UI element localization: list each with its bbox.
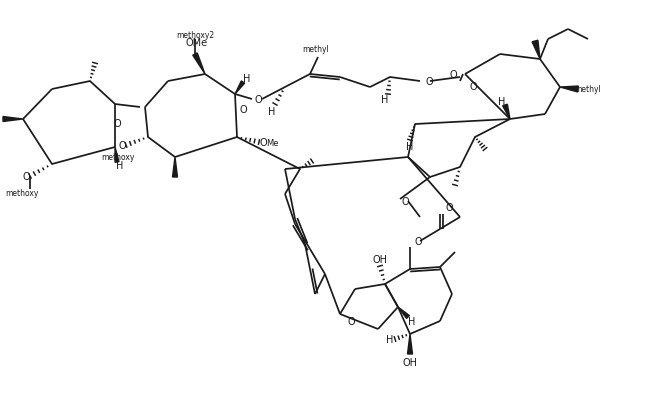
Polygon shape <box>235 82 244 95</box>
Polygon shape <box>408 334 413 354</box>
Text: O: O <box>113 119 121 129</box>
Text: OMe: OMe <box>186 38 208 48</box>
Text: H: H <box>268 107 275 117</box>
Text: O: O <box>259 138 266 147</box>
Polygon shape <box>115 147 119 163</box>
Text: methoxy: methoxy <box>5 188 39 197</box>
Polygon shape <box>532 41 540 60</box>
Text: H: H <box>243 74 251 84</box>
Polygon shape <box>398 307 410 319</box>
Polygon shape <box>172 158 177 178</box>
Text: O: O <box>402 197 410 206</box>
Text: H: H <box>406 142 413 152</box>
Text: O: O <box>23 171 30 182</box>
Polygon shape <box>502 105 510 120</box>
Text: OH: OH <box>402 357 417 367</box>
Text: O: O <box>445 202 453 212</box>
Text: H: H <box>386 334 393 344</box>
Text: O: O <box>450 70 457 80</box>
Text: H: H <box>116 161 124 171</box>
Text: O: O <box>414 236 422 247</box>
Text: O: O <box>254 95 262 105</box>
Text: methoxy: methoxy <box>101 153 135 162</box>
Text: O: O <box>469 82 477 92</box>
Text: O: O <box>239 105 247 115</box>
Text: OH: OH <box>373 254 388 264</box>
Text: H: H <box>408 316 415 326</box>
Text: methyl: methyl <box>575 85 601 94</box>
Text: O: O <box>347 316 355 326</box>
Text: H: H <box>499 97 506 107</box>
Polygon shape <box>3 117 23 122</box>
Polygon shape <box>193 54 205 75</box>
Text: methyl: methyl <box>303 45 330 55</box>
Text: methoxy2: methoxy2 <box>176 31 214 39</box>
Text: O: O <box>119 141 126 151</box>
Text: O: O <box>425 77 433 87</box>
Polygon shape <box>560 87 579 93</box>
Text: H: H <box>381 95 389 105</box>
Text: Me: Me <box>266 138 278 147</box>
